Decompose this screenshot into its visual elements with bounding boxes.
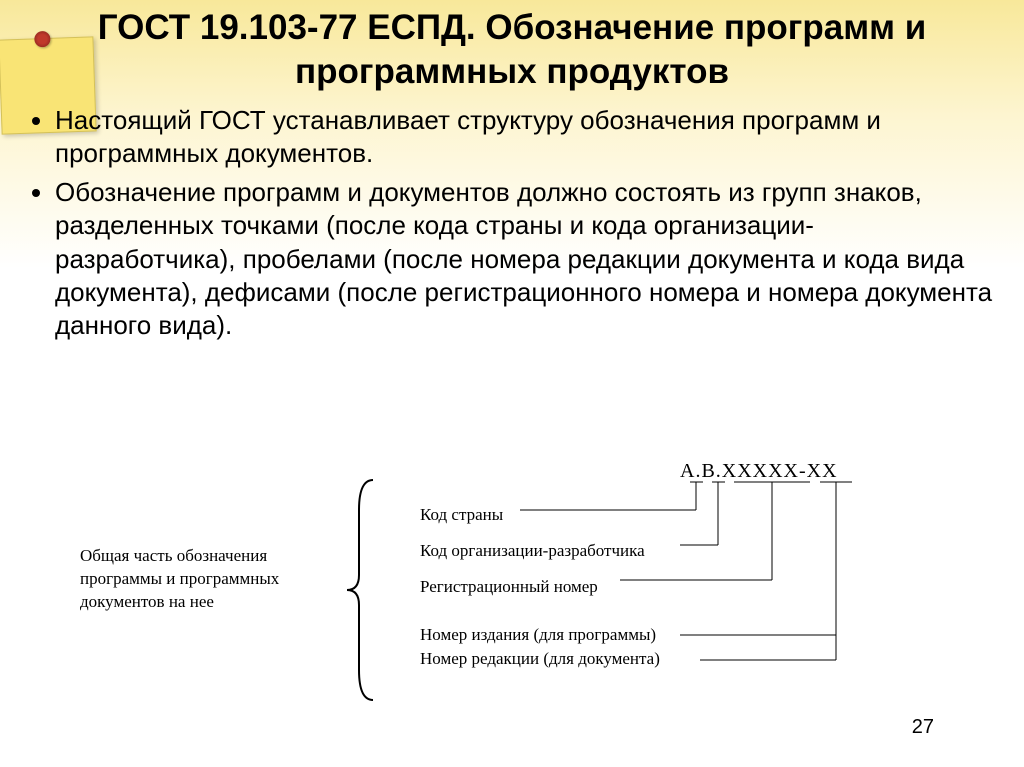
bullet-item: Обозначение программ и документов должно… bbox=[55, 176, 994, 342]
diagram-left-label: Общая часть обозначения программы и прог… bbox=[80, 545, 340, 614]
bullet-list: Настоящий ГОСТ устанавливает структуру о… bbox=[0, 104, 1024, 343]
label-revision-number: Номер редакции (для документа) bbox=[420, 649, 660, 669]
label-country-code: Код страны bbox=[420, 505, 660, 525]
brace-icon bbox=[345, 475, 380, 705]
bullet-item: Настоящий ГОСТ устанавливает структуру о… bbox=[55, 104, 994, 171]
slide-title: ГОСТ 19.103-77 ЕСПД. Обозначение програм… bbox=[0, 0, 1024, 104]
label-org-code: Код организации-разработчика bbox=[420, 541, 660, 561]
label-reg-number: Регистрационный номер bbox=[420, 577, 660, 597]
page-number: 27 bbox=[912, 716, 934, 739]
label-edition-number: Номер издания (для программы) bbox=[420, 625, 660, 645]
code-format-text: A.B.XXXXX-XX bbox=[680, 460, 838, 483]
designation-diagram: Общая часть обозначения программы и прог… bbox=[40, 460, 990, 730]
diagram-labels: Код страны Код организации-разработчика … bbox=[420, 505, 660, 685]
